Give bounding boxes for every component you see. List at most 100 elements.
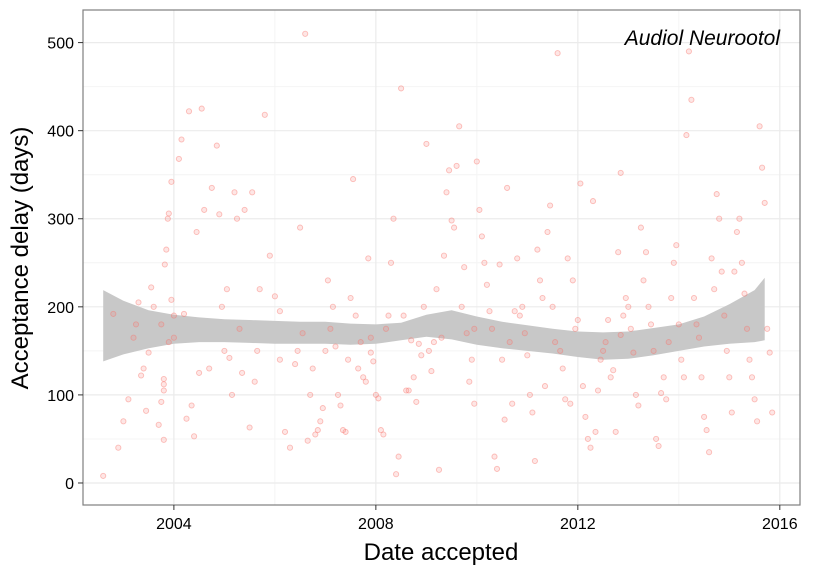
data-point (387, 259, 395, 266)
data-point (759, 164, 766, 171)
data-point (314, 427, 321, 434)
data-point (446, 167, 453, 174)
data-point (718, 268, 725, 275)
data-point (322, 347, 329, 354)
data-point (547, 202, 554, 209)
data-point (286, 444, 294, 451)
data-point (208, 184, 215, 191)
data-point (569, 277, 576, 284)
data-point (539, 294, 546, 302)
data-point (183, 415, 190, 422)
data-point (451, 224, 458, 231)
data-point (506, 339, 513, 346)
data-point (110, 310, 117, 317)
data-point (337, 402, 344, 409)
data-point (130, 334, 137, 341)
data-point (577, 180, 584, 187)
data-point (642, 249, 650, 256)
data-point (456, 123, 463, 130)
data-point (193, 228, 200, 236)
data-point (347, 294, 354, 302)
data-point (564, 255, 571, 262)
data-point (170, 312, 177, 319)
data-point (223, 286, 230, 293)
y-tick-label: 300 (47, 212, 74, 229)
grid-minor (83, 10, 800, 505)
data-point (509, 400, 516, 407)
data-point (655, 442, 662, 450)
data-point (317, 418, 324, 425)
data-point (761, 199, 768, 206)
data-point (766, 349, 773, 356)
data-point (630, 349, 637, 356)
data-point (221, 347, 228, 354)
data-point (168, 178, 175, 185)
data-point (675, 321, 682, 328)
data-point (375, 395, 382, 402)
data-point (514, 255, 521, 262)
data-point (350, 176, 357, 183)
data-point (673, 242, 680, 249)
data-point (501, 416, 508, 423)
data-point (559, 365, 566, 372)
data-point (241, 206, 248, 213)
data-point (135, 299, 142, 306)
data-point (670, 259, 677, 266)
data-point (726, 374, 733, 381)
data-point (529, 409, 536, 416)
data-point (339, 427, 347, 434)
data-point (627, 325, 634, 332)
data-point (526, 391, 533, 398)
data-point (625, 303, 632, 310)
data-point (476, 206, 483, 213)
data-point (733, 228, 740, 236)
data-point (218, 303, 225, 310)
data-point (678, 356, 685, 363)
data-point (246, 424, 253, 431)
data-point (764, 325, 771, 332)
data-point (769, 409, 776, 416)
data-point (567, 400, 574, 407)
data-point (582, 413, 589, 420)
data-point (612, 428, 619, 435)
data-point (198, 105, 205, 112)
data-point (132, 321, 140, 328)
data-point (579, 383, 586, 390)
data-point (158, 398, 165, 405)
data-point (360, 374, 367, 381)
data-point (751, 396, 758, 403)
data-point (610, 367, 617, 374)
plot-panel-background (83, 10, 800, 505)
data-point (683, 132, 690, 139)
data-point (120, 418, 127, 425)
data-point (405, 387, 412, 394)
data-point (597, 356, 604, 363)
data-point (403, 387, 410, 394)
data-point (743, 325, 751, 332)
data-point (754, 418, 761, 425)
data-point (266, 252, 273, 259)
data-point (574, 316, 581, 324)
data-point (367, 349, 374, 356)
data-point (665, 339, 672, 346)
data-point (175, 155, 182, 162)
data-point (486, 308, 493, 315)
data-point (466, 378, 473, 385)
data-point (362, 378, 369, 385)
data-point (637, 224, 644, 231)
data-point (160, 381, 167, 388)
data-point (491, 453, 498, 460)
data-point (721, 312, 728, 319)
x-tick-label: 2004 (156, 516, 192, 533)
points-layer (100, 30, 776, 479)
data-point (329, 303, 336, 310)
data-point (216, 211, 223, 218)
data-point (254, 347, 261, 354)
data-point (660, 374, 667, 381)
data-point (425, 347, 432, 354)
data-point (140, 365, 147, 372)
data-point (519, 303, 526, 310)
data-point (448, 217, 455, 224)
data-point (620, 312, 627, 319)
data-point (191, 433, 198, 440)
